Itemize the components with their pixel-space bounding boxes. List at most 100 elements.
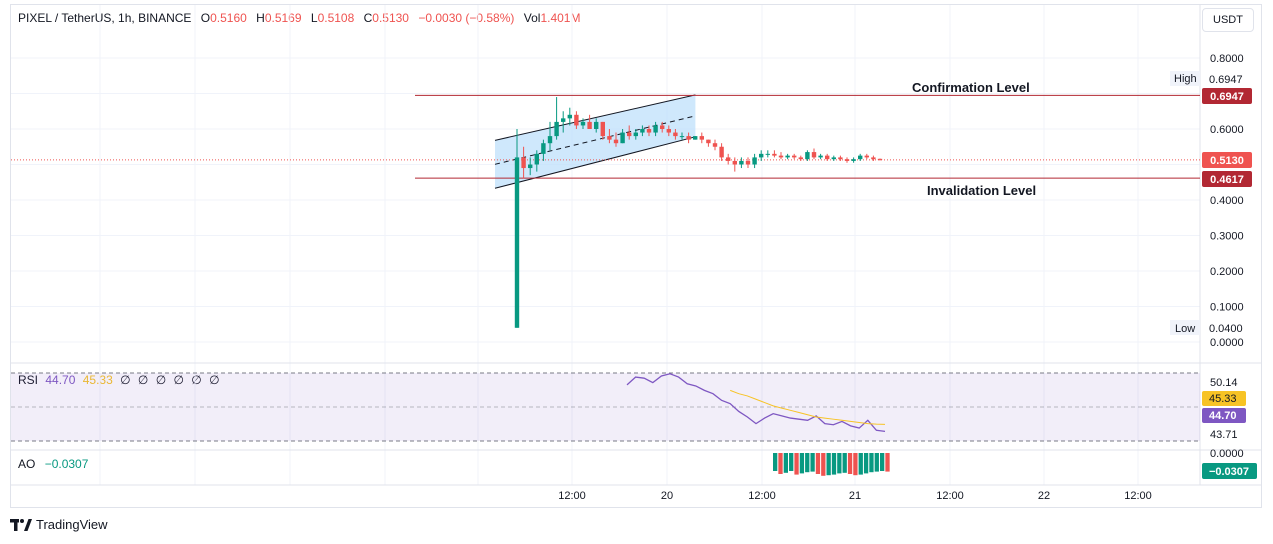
- volume-label: Vol: [523, 11, 541, 25]
- ao-bar: [837, 453, 842, 474]
- candle-body: [633, 132, 638, 137]
- candle-body: [772, 153, 777, 156]
- candle-body: [574, 114, 579, 126]
- candle-body: [554, 121, 559, 137]
- invalidation-level-annotation[interactable]: Invalidation Level: [927, 183, 1036, 198]
- time-tick-label: 12:00: [748, 490, 776, 502]
- candle-body: [805, 152, 810, 160]
- ao-bar: [826, 453, 831, 476]
- symbol-legend[interactable]: PIXEL / TetherUS, 1h, BINANCE O0.5160 H0…: [18, 11, 580, 25]
- brand-name: TradingView: [36, 517, 108, 532]
- confirmation-price-label: [1202, 88, 1252, 104]
- rsi-legend[interactable]: RSI 44.70 45.33 ∅ ∅ ∅ ∅ ∅ ∅: [18, 373, 220, 387]
- rsi-label: RSI: [18, 373, 39, 387]
- rsi-param-6: ∅: [209, 373, 220, 387]
- candle-body: [567, 114, 572, 119]
- candle-body: [732, 160, 737, 165]
- candle-body: [719, 146, 724, 158]
- time-tick-label: 12:00: [936, 490, 964, 502]
- high-marker-box: [1170, 71, 1200, 86]
- candle-body: [765, 153, 770, 155]
- currency-button[interactable]: USDT: [1202, 8, 1254, 32]
- ao-bar: [810, 453, 815, 472]
- candle-body: [818, 155, 823, 158]
- candle-body: [607, 136, 612, 140]
- time-axis-ticks[interactable]: 12:00 20 12:00 21 12:00 22 12:00: [558, 490, 1152, 502]
- ao-bar: [880, 453, 885, 471]
- candle-body: [686, 136, 691, 140]
- low-value: 0.5108: [317, 11, 355, 25]
- candle-body: [646, 129, 652, 133]
- candles: [514, 97, 883, 328]
- rsi-line: [626, 373, 886, 433]
- candle-body: [712, 143, 718, 147]
- candle-body: [627, 132, 632, 137]
- candle-body: [752, 157, 757, 165]
- candle-body: [653, 125, 658, 133]
- price-tick-label: 0.8000: [1210, 53, 1244, 65]
- candle-body: [528, 164, 533, 169]
- low-marker-label: Low: [1175, 323, 1195, 335]
- candle-body: [561, 118, 566, 122]
- ao-value: −0.0307: [44, 457, 89, 471]
- rsi-ma-badge: [1202, 391, 1246, 406]
- candle-body: [792, 155, 797, 158]
- candle-body: [534, 153, 539, 165]
- ao-histogram: [773, 453, 890, 476]
- candle-body: [844, 159, 850, 161]
- candle-body: [739, 160, 744, 165]
- ao-bar: [778, 453, 783, 474]
- high-value: 0.5169: [264, 11, 302, 25]
- close-value: 0.5130: [372, 11, 409, 25]
- candle-body: [798, 157, 803, 160]
- candle-body: [640, 129, 645, 133]
- ascending-channel-fill[interactable]: [495, 94, 696, 189]
- chart-frame: [10, 4, 1262, 508]
- grid-lines: [11, 5, 1200, 485]
- rsi-ma-value: 45.33: [82, 373, 113, 387]
- ao-bar: [874, 453, 879, 472]
- channel-lower-line[interactable]: [494, 136, 696, 189]
- ao-bar: [869, 453, 874, 473]
- price-tick-label: 0.4000: [1210, 195, 1244, 207]
- ao-bar: [773, 453, 778, 471]
- confirmation-level-annotation[interactable]: Confirmation Level: [912, 80, 1030, 95]
- ao-badge: [1202, 463, 1257, 479]
- price-axis-ticks[interactable]: 0.8000 0.6000 0.4000 0.3000 0.2000 0.1000 0.00…: [1210, 53, 1244, 349]
- high-label: H: [256, 11, 265, 25]
- time-tick-label: 21: [849, 490, 861, 502]
- rsi-axis-lower: 43.71: [1210, 429, 1238, 441]
- brand[interactable]: TradingView: [10, 517, 108, 532]
- last-price-label: [1202, 152, 1252, 168]
- low-label: L: [310, 11, 318, 25]
- symbol-title: PIXEL / TetherUS, 1h, BINANCE: [18, 11, 192, 25]
- candle-body: [613, 139, 619, 144]
- candle-body: [600, 121, 605, 137]
- rsi-badge-text: 44.70: [1209, 410, 1237, 422]
- close-label: C: [363, 11, 373, 25]
- low-marker-value: 0.0400: [1209, 323, 1243, 335]
- high-marker-label: High: [1174, 73, 1197, 85]
- change-value: −0.0030 (−0.58%): [418, 11, 515, 25]
- tradingview-logo-icon: [10, 518, 32, 531]
- rsi-param-4: ∅: [173, 373, 184, 387]
- confirmation-price-text: 0.6947: [1210, 91, 1244, 103]
- candle-body: [831, 157, 836, 160]
- time-tick-label: 12:00: [558, 490, 586, 502]
- ao-bar: [842, 453, 847, 473]
- price-tick-label: 0.2000: [1210, 266, 1244, 278]
- channel-upper-line[interactable]: [494, 94, 696, 141]
- candle-body: [864, 155, 869, 158]
- candle-body: [620, 132, 625, 144]
- rsi-param-1: ∅: [120, 373, 131, 387]
- candle-body: [778, 155, 784, 158]
- ao-bar: [821, 453, 826, 476]
- candle-body: [877, 158, 883, 160]
- ao-legend[interactable]: AO −0.0307: [18, 457, 88, 471]
- rsi-ma-badge-text: 45.33: [1209, 393, 1237, 405]
- invalidation-price-label: [1202, 171, 1252, 187]
- candle-body: [521, 157, 526, 169]
- rsi-param-2: ∅: [137, 373, 149, 387]
- rsi-axis-upper: 50.14: [1210, 377, 1238, 389]
